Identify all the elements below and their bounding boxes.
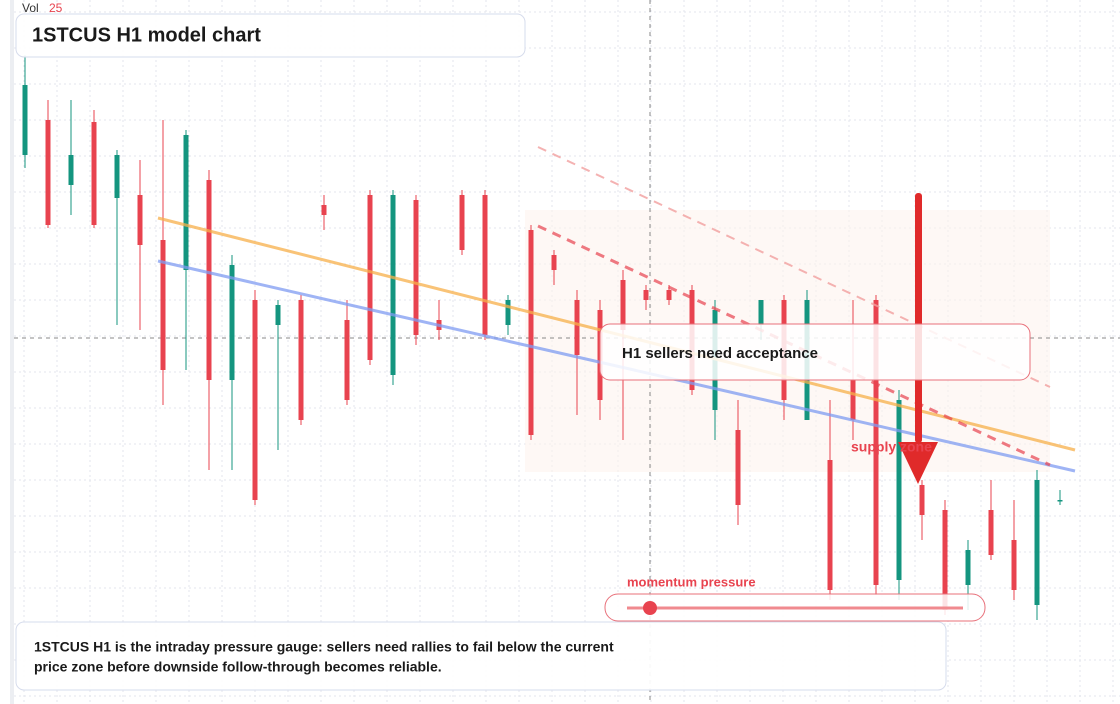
candle-body bbox=[45, 120, 51, 225]
candle-body bbox=[988, 510, 994, 555]
candle-body bbox=[873, 300, 879, 585]
caption-line: price zone before downside follow-throug… bbox=[34, 659, 442, 675]
candle-body bbox=[114, 155, 120, 198]
candle-body bbox=[482, 195, 488, 335]
candle-body bbox=[390, 195, 396, 375]
chart-title: 1STCUS H1 model chart bbox=[32, 24, 261, 46]
candle-body bbox=[252, 300, 258, 500]
candle-body bbox=[137, 195, 143, 245]
arrow-head bbox=[898, 442, 938, 484]
candle-body bbox=[666, 290, 672, 300]
candle-body bbox=[620, 280, 626, 330]
candle-body bbox=[459, 195, 465, 250]
left-edge bbox=[10, 0, 14, 704]
candle-body bbox=[229, 265, 235, 380]
candle-body bbox=[344, 320, 350, 400]
candle-body bbox=[735, 430, 741, 505]
supply-label: supply zone bbox=[851, 439, 932, 455]
candle-body bbox=[643, 290, 649, 300]
candle-body bbox=[965, 550, 971, 585]
acceptance-label: H1 sellers need acceptance bbox=[622, 345, 818, 362]
channel-line-red bbox=[537, 224, 1051, 467]
arrow-shaft bbox=[915, 193, 922, 443]
candle-body bbox=[1011, 540, 1017, 590]
candle-body bbox=[160, 240, 166, 370]
candle-body bbox=[91, 122, 97, 225]
momentum-knob bbox=[643, 601, 657, 615]
candle-body bbox=[896, 400, 902, 580]
candle-body bbox=[850, 380, 856, 420]
candle-body bbox=[206, 180, 212, 380]
candle-body bbox=[298, 300, 304, 420]
candle-body bbox=[505, 300, 511, 325]
candle-body bbox=[758, 300, 764, 325]
volume-value: 25 bbox=[49, 1, 63, 15]
candle-body bbox=[68, 155, 74, 185]
candle-body bbox=[367, 195, 373, 360]
candle-body bbox=[827, 460, 833, 590]
momentum-label: momentum pressure bbox=[627, 574, 756, 589]
candle-body bbox=[321, 205, 327, 215]
candle-body bbox=[919, 485, 925, 515]
candle-body bbox=[22, 85, 28, 155]
candle-body bbox=[1057, 500, 1063, 502]
candle-body bbox=[551, 255, 557, 270]
candle-body bbox=[183, 135, 189, 270]
candle-body bbox=[275, 305, 281, 325]
candle-body bbox=[574, 300, 580, 355]
candle-body bbox=[413, 200, 419, 335]
title-box bbox=[15, 13, 526, 58]
candle-body bbox=[1034, 480, 1040, 605]
candle-body bbox=[942, 510, 948, 610]
caption-box bbox=[15, 621, 947, 691]
volume-label: Vol bbox=[22, 1, 39, 15]
candle-body bbox=[528, 230, 534, 435]
caption-line: 1STCUS H1 is the intraday pressure gauge… bbox=[34, 639, 614, 655]
acceptance-box bbox=[599, 323, 1031, 381]
